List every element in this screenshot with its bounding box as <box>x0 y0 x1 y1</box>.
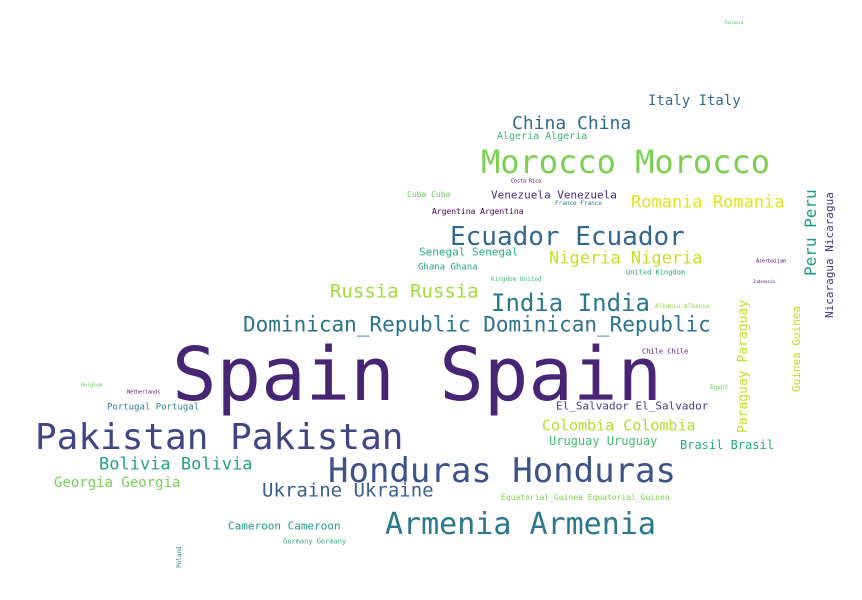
word-costa-rica: Costa Rica <box>511 178 542 185</box>
word-cuba: Cuba Cuba <box>407 190 451 199</box>
word-spain: Spain Spain <box>172 332 663 418</box>
word-ukraine: Ukraine Ukraine <box>262 479 434 502</box>
word-argentina: Argentina Argentina <box>432 207 524 216</box>
word-nicaragua: Nicaragua Nicaragua <box>823 192 836 318</box>
word-armenia: Armenia Armenia <box>385 507 656 542</box>
word-poland: Poland <box>176 546 183 568</box>
word-nigeria: Nigeria Nigeria <box>549 248 703 269</box>
word-italy: Italy Italy <box>648 93 741 109</box>
word-venezuela: Venezuela Venezuela <box>491 188 617 202</box>
word-chile: Chile Chile <box>642 347 689 356</box>
word-dominican-republic: Dominican_Republic Dominican_Republic <box>243 312 711 337</box>
word-ghana: Ghana Ghana <box>418 262 478 273</box>
word-egypt: Egypt <box>710 384 729 391</box>
word-romania: Romania Romania <box>631 192 785 213</box>
word-morocco: Morocco Morocco <box>481 143 770 181</box>
word-germany: Germany Germany <box>283 537 347 546</box>
word-pakistan: Pakistan Pakistan <box>35 417 404 458</box>
word-russia: Russia Russia <box>330 280 479 303</box>
word-ecuador: Ecuador Ecuador <box>450 222 685 252</box>
word-albania: Albania Albania <box>655 303 710 310</box>
word-senegal: Senegal Senegal <box>419 245 519 259</box>
word-colombia: Colombia Colombia <box>542 416 696 435</box>
word-paraguay: Paraguay Paraguay <box>736 299 751 433</box>
word-belgium: Belgium <box>81 382 103 389</box>
word-tanzania: Tanzania <box>724 20 744 25</box>
word-china: China China <box>512 113 632 134</box>
word-kingdom-united: Kingdom United <box>491 276 542 283</box>
word-georgia: Georgia Georgia <box>54 475 181 491</box>
word-algeria: Algeria Algeria <box>497 131 588 142</box>
word-uruguay: Uruguay Uruguay <box>549 434 658 448</box>
word-honduras: Honduras Honduras <box>328 451 676 491</box>
word-bolivia: Bolivia Bolivia <box>99 454 253 475</box>
word-indonesia: Indonesia <box>753 279 775 284</box>
word-portugal: Portugal Portugal <box>107 402 200 413</box>
word-france: France France <box>555 200 602 207</box>
word-brasil: Brasil Brasil <box>680 438 774 452</box>
word-guinea: Guinea Guinea <box>790 305 803 392</box>
word-netherlands: Netherlands <box>127 389 161 396</box>
word-cameroon: Cameroon Cameroon <box>228 519 341 533</box>
word-azerbaijan: Azerbaijan <box>756 258 787 265</box>
word-united-kingdom: United Kingdom <box>626 268 686 277</box>
word-el-salvador: El_Salvador El_Salvador <box>556 399 709 413</box>
word-india: India India <box>491 289 650 317</box>
word-equatorial-guinea: Equatorial_Guinea Equatorial_Guinea <box>501 493 670 502</box>
word-peru: Peru Peru <box>801 189 820 276</box>
